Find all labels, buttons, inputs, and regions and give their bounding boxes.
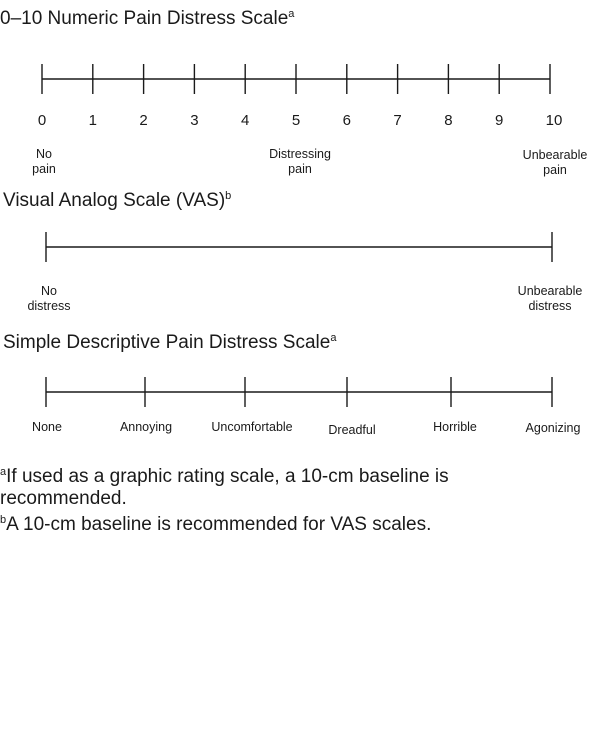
vas-anchor-no-distress: No distress [27,284,71,313]
vas-scale-title: Visual Analog Scale (VAS)b [3,190,231,212]
footnote-a-text: If used as a graphic rating scale, a 10-… [0,466,449,509]
footnote-b-marker: b [0,514,7,526]
vas-scale-title-text: Visual Analog Scale (VAS) [3,190,226,211]
numeric-scale-title: 0–10 Numeric Pain Distress Scalea [0,8,294,30]
numeric-tick-label-0: 0 [37,112,47,129]
descriptive-label-none: None [32,420,62,434]
numeric-tick-label-4: 4 [241,112,250,129]
numeric-anchor-unbearable-pain: Unbearable pain [522,148,588,177]
numeric-scale-line [41,64,551,94]
numeric-tick-label-10: 10 [545,112,563,129]
descriptive-scale-title-text: Simple Descriptive Pain Distress Scale [3,332,331,353]
numeric-scale-title-footnote-marker: a [288,8,295,20]
numeric-anchor-distressing-pain: Distressing pain [269,147,331,176]
numeric-tick-label-7: 7 [393,112,402,129]
numeric-scale-title-text: 0–10 Numeric Pain Distress Scale [0,8,289,29]
footnote-b-text: A 10-cm baseline is recommended for VAS … [6,514,432,535]
numeric-tick-label-9: 9 [495,112,504,129]
numeric-tick-label-1: 1 [88,112,97,129]
numeric-tick-label-5: 5 [291,112,301,129]
footnote-b: bA 10-cm baseline is recommended for VAS… [0,514,560,536]
footnote-a-marker: a [0,466,7,478]
descriptive-scale-title-footnote-marker: a [330,332,337,344]
descriptive-label-dreadful: Dreadful [328,423,376,437]
vas-anchor-unbearable-distress: Unbearable distress [517,284,583,313]
descriptive-label-annoying: Annoying [119,420,173,434]
numeric-tick-label-8: 8 [444,112,453,129]
vas-scale-line [45,232,553,262]
numeric-tick-label-2: 2 [139,112,148,129]
numeric-tick-label-6: 6 [342,112,351,129]
descriptive-scale-title: Simple Descriptive Pain Distress Scalea [3,332,336,354]
descriptive-label-agonizing: Agonizing [525,421,581,435]
numeric-anchor-no-pain: No pain [32,147,56,176]
numeric-tick-label-3: 3 [190,112,199,129]
footnote-a: aIf used as a graphic rating scale, a 10… [0,466,560,510]
descriptive-label-uncomfortable: Uncomfortable [211,420,293,434]
descriptive-scale-line [45,377,553,407]
descriptive-label-horrible: Horrible [433,420,477,434]
vas-scale-title-footnote-marker: b [225,190,232,202]
